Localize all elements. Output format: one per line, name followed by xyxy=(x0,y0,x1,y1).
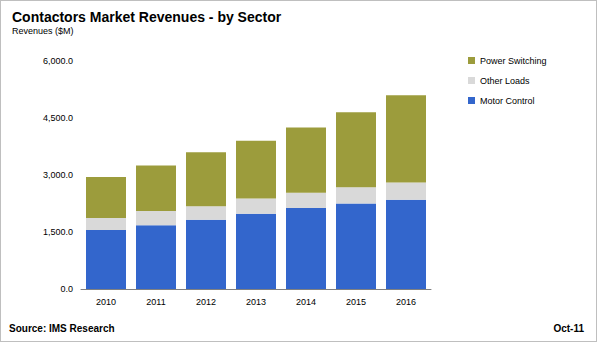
svg-text:Other Loads: Other Loads xyxy=(480,76,530,86)
svg-text:2016: 2016 xyxy=(396,297,416,307)
svg-text:2014: 2014 xyxy=(296,297,316,307)
svg-text:Contactors Market Revenues - b: Contactors Market Revenues - by Sector xyxy=(12,9,282,25)
svg-text:4,500.0: 4,500.0 xyxy=(43,113,73,123)
svg-text:3,000.0: 3,000.0 xyxy=(43,170,73,180)
svg-text:2010: 2010 xyxy=(96,297,116,307)
svg-text:Motor Control: Motor Control xyxy=(480,96,535,106)
svg-text:2011: 2011 xyxy=(146,297,165,307)
svg-text:Oct-11: Oct-11 xyxy=(553,323,584,334)
svg-text:Power Switching: Power Switching xyxy=(480,56,547,66)
svg-text:2013: 2013 xyxy=(246,297,266,307)
svg-text:2015: 2015 xyxy=(346,297,366,307)
svg-text:2012: 2012 xyxy=(196,297,216,307)
svg-text:0.0: 0.0 xyxy=(60,284,73,294)
svg-text:1,500.0: 1,500.0 xyxy=(43,227,73,237)
svg-text:Revenues ($M): Revenues ($M) xyxy=(12,26,74,36)
svg-text:6,000.0: 6,000.0 xyxy=(43,56,73,66)
svg-text:Source: IMS Research: Source: IMS Research xyxy=(9,323,115,334)
